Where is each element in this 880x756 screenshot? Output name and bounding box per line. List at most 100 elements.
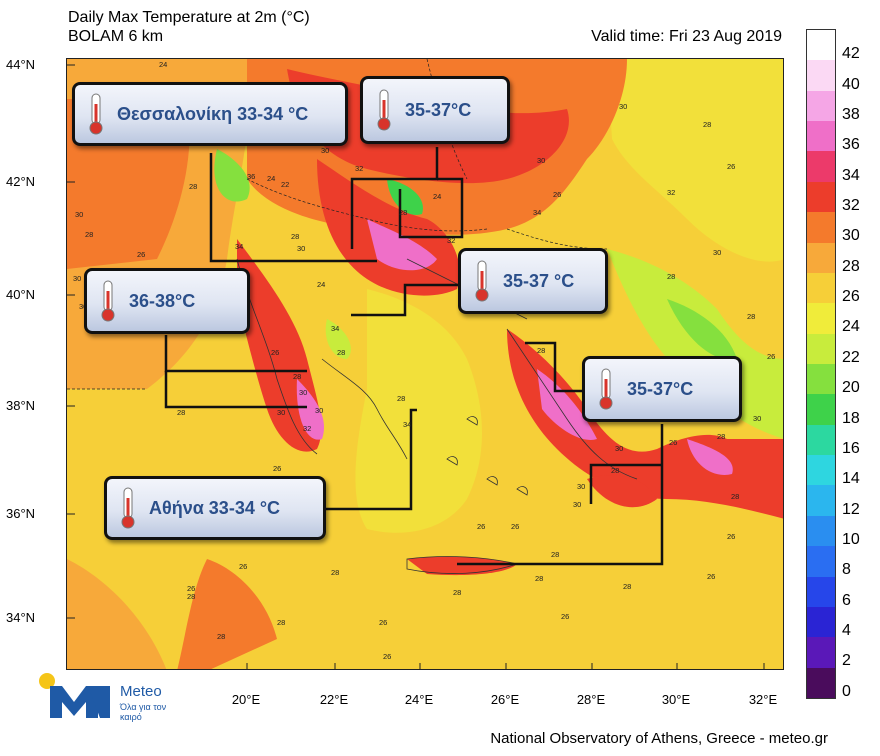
colorbar-segment xyxy=(807,364,835,395)
map-value-label: 30 xyxy=(615,444,623,453)
map-value-label: 32 xyxy=(667,188,675,197)
colorbar-segment xyxy=(807,637,835,669)
map-value-label: 26 xyxy=(137,250,145,259)
map-value-label: 34 xyxy=(331,324,339,333)
colorbar-segment xyxy=(807,272,835,304)
callout-east-text: 35-37 °C xyxy=(503,270,575,291)
callout-athens: Αθήνα 33-34 °C xyxy=(104,476,326,540)
map-title: Daily Max Temperature at 2m (°C) BOLAM 6… xyxy=(68,8,310,46)
colorbar-segment xyxy=(807,181,835,213)
colorbar-tick-label: 30 xyxy=(842,227,860,245)
colorbar-tick-label: 28 xyxy=(842,257,860,275)
title-line-2: BOLAM 6 km xyxy=(68,28,164,45)
callout-thessaloniki-text: Θεσσαλονίκη 33-34 °C xyxy=(117,103,309,124)
map-value-label: 26 xyxy=(273,464,281,473)
map-value-label: 28 xyxy=(187,592,195,601)
colorbar-tick-label: 26 xyxy=(842,288,860,306)
colorbar-tick-label: 4 xyxy=(842,622,851,640)
lon-label-28: 28°E xyxy=(576,692,606,707)
colorbar-tick-label: 2 xyxy=(842,652,851,670)
lon-label-32: 32°E xyxy=(748,692,778,707)
callout-west-text: 36-38°C xyxy=(129,290,196,311)
map-value-label: 34 xyxy=(533,208,541,217)
colorbar-tick-label: 20 xyxy=(842,379,860,397)
map-value-label: 30 xyxy=(315,406,323,415)
lat-label-40: 40°N xyxy=(6,287,36,302)
colorbar-tick-label: 42 xyxy=(842,45,860,63)
map-value-label: 26 xyxy=(477,522,485,531)
colorbar-segment xyxy=(807,212,835,244)
colorbar-tick-label: 18 xyxy=(842,409,860,427)
lat-label-38: 38°N xyxy=(6,398,36,413)
colorbar-segment xyxy=(807,455,835,486)
colorbar-tick-label: 38 xyxy=(842,105,860,123)
temperature-colorbar xyxy=(806,29,836,699)
map-value-label: 28 xyxy=(453,588,461,597)
colorbar-tick-label: 10 xyxy=(842,531,860,548)
colorbar-segment xyxy=(807,333,835,365)
map-value-label: 32 xyxy=(355,164,363,173)
map-value-label: 28 xyxy=(731,492,739,501)
map-value-label: 28 xyxy=(535,574,543,583)
map-value-label: 30 xyxy=(713,248,721,257)
map-value-label: 28 xyxy=(277,618,285,627)
lon-label-30: 30°E xyxy=(661,692,691,707)
callout-north-text: 35-37°C xyxy=(405,99,472,120)
lon-label-24: 24°E xyxy=(404,692,434,707)
colorbar-segment xyxy=(807,60,835,92)
colorbar-segment xyxy=(807,121,835,152)
map-value-label: 30 xyxy=(619,102,627,111)
colorbar-segment xyxy=(807,485,835,517)
map-value-label: 24 xyxy=(433,192,441,201)
map-value-label: 30 xyxy=(79,302,87,311)
colorbar-segment xyxy=(807,30,835,61)
colorbar-segment xyxy=(807,303,835,335)
map-value-label: 28 xyxy=(189,182,197,191)
lat-label-34: 34°N xyxy=(6,610,36,625)
map-value-label: 26 xyxy=(379,618,387,627)
colorbar-tick-label: 36 xyxy=(842,136,860,154)
colorbar-tick-label: 12 xyxy=(842,500,860,518)
callout-east: 35-37 °C xyxy=(458,248,608,314)
map-value-label: 28 xyxy=(623,582,631,591)
map-value-label: 30 xyxy=(299,388,307,397)
map-value-label: 24 xyxy=(267,174,275,183)
map-value-label: 24 xyxy=(159,60,167,69)
map-value-label: 24 xyxy=(317,280,325,289)
thermometer-icon xyxy=(377,89,391,131)
colorbar-segment xyxy=(807,151,835,183)
colorbar-tick-label: 24 xyxy=(842,318,860,336)
map-value-label: 26 xyxy=(561,612,569,621)
map-value-label: 28 xyxy=(337,348,345,357)
callout-north: 35-37°C xyxy=(360,76,510,144)
map-value-label: 30 xyxy=(537,156,545,165)
callout-west: 36-38°C xyxy=(84,268,250,334)
map-value-label: 32 xyxy=(303,424,311,433)
callout-thessaloniki: Θεσσαλονίκη 33-34 °C xyxy=(72,82,348,146)
colorbar-tick-label: 14 xyxy=(842,470,860,488)
thermometer-icon xyxy=(599,368,613,410)
valid-time: Valid time: Fri 23 Aug 2019 xyxy=(591,28,782,45)
map-value-label: 30 xyxy=(321,146,329,155)
footer-credit: National Observatory of Athens, Greece -… xyxy=(490,730,828,747)
colorbar-segment xyxy=(807,667,835,699)
map-value-label: 30 xyxy=(73,274,81,283)
lon-label-26: 26°E xyxy=(490,692,520,707)
map-value-label: 26 xyxy=(383,652,391,661)
colorbar-tick-label: 16 xyxy=(842,439,860,457)
map-value-label: 22 xyxy=(281,180,289,189)
map-value-label: 28 xyxy=(667,272,675,281)
colorbar-segment xyxy=(807,424,835,456)
map-value-label: 30 xyxy=(577,482,585,491)
lon-label-20: 20°E xyxy=(231,692,261,707)
callout-southeast-text: 35-37°C xyxy=(627,378,694,399)
colorbar-tick-label: 0 xyxy=(842,682,851,700)
thermometer-icon xyxy=(89,93,103,135)
logo-name: Meteo xyxy=(120,683,162,700)
colorbar-segment xyxy=(807,515,835,547)
map-value-label: 28 xyxy=(611,466,619,475)
map-value-label: 26 xyxy=(271,348,279,357)
map-value-label: 28 xyxy=(397,394,405,403)
callout-southeast: 35-37°C xyxy=(582,356,742,422)
map-value-label: 34 xyxy=(235,242,243,251)
